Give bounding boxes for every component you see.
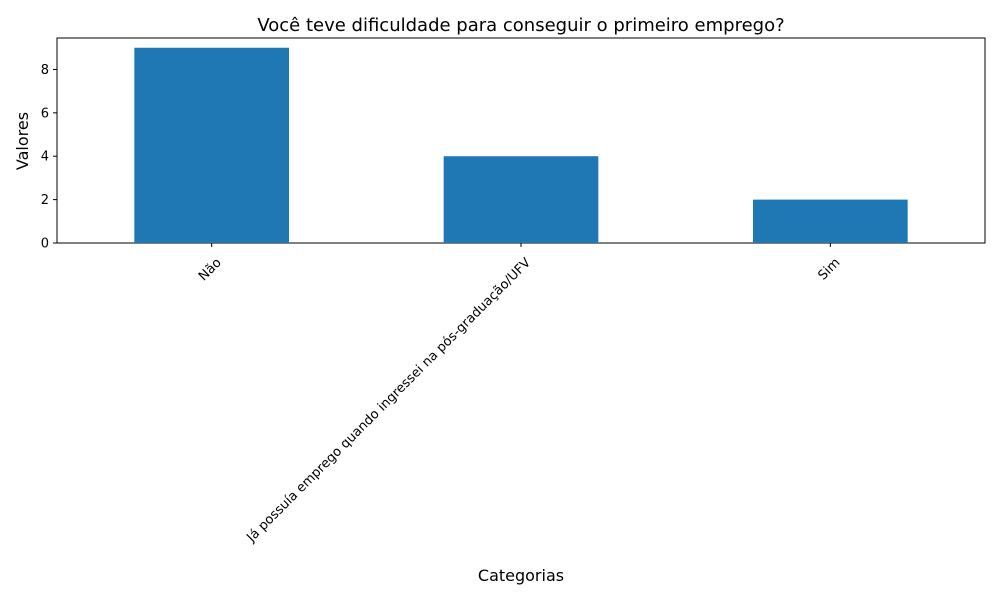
chart-title: Você teve dificuldade para conseguir o p… [257,15,784,36]
bar-2 [753,199,908,243]
bars-group [134,47,908,244]
y-tick-label-1: 2 [41,193,49,208]
bar-1 [443,156,599,243]
y-tick-label-2: 4 [41,150,49,165]
y-tick-label-4: 8 [41,63,49,78]
y-axis-label: Valores [13,112,32,170]
bar-0 [134,47,289,244]
y-tick-label-0: 0 [41,237,49,252]
x-axis-label: Categorias [478,566,564,585]
y-tick-label-3: 6 [41,106,49,121]
y-axis: 0 2 4 6 8 [41,63,57,252]
